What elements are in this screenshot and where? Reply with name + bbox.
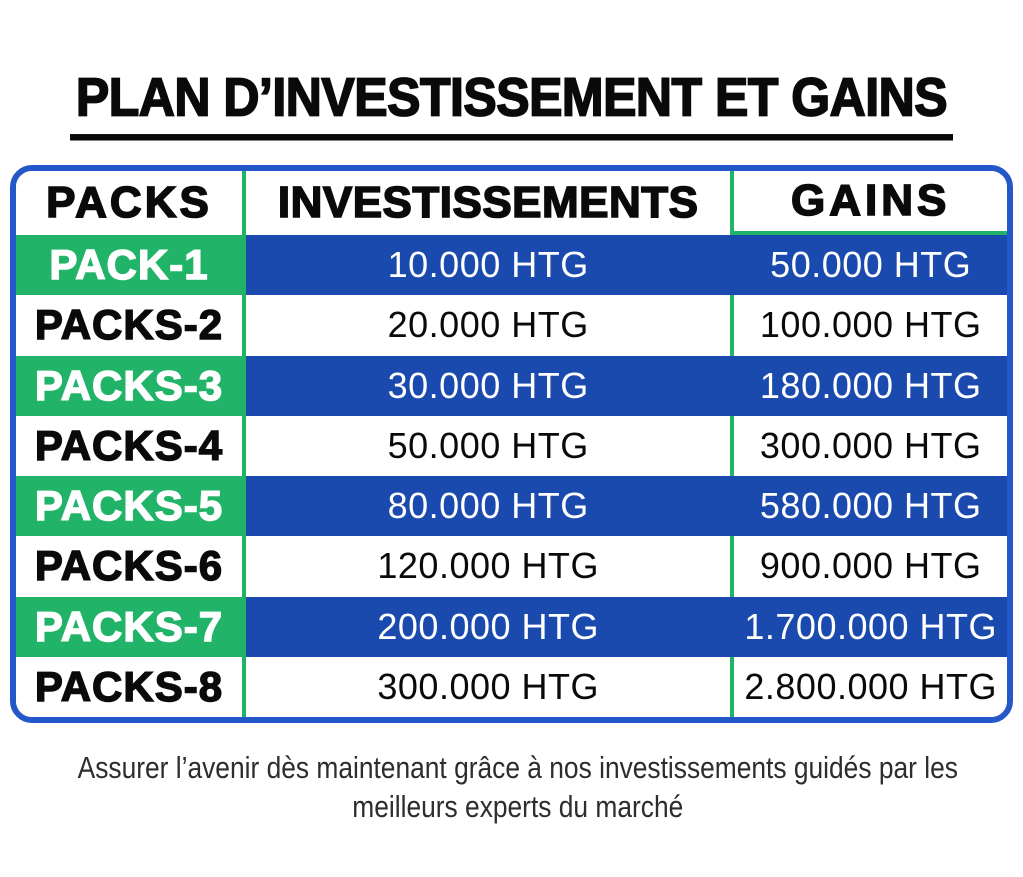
header-packs: PACKS (16, 171, 246, 235)
investment-cell: 30.000 HTG (245, 355, 735, 416)
gain-cell: 300.000 HTG (734, 415, 1007, 476)
investment-cell: 300.000 HTG (245, 656, 735, 717)
pack-name-cell: PACKS-6 (16, 536, 246, 597)
table-row: PACKS-8 300.000 HTG 2.800.000 HTG (16, 656, 1007, 717)
gain-cell: 50.000 HTG (734, 235, 1007, 296)
investment-table: PACKS INVESTISSEMENTS GAINS PACK-1 10.00… (10, 165, 1013, 723)
investment-cell: 20.000 HTG (245, 295, 735, 356)
table-row: PACKS-5 80.000 HTG 580.000 HTG (16, 476, 1007, 537)
table-row: PACKS-6 120.000 HTG 900.000 HTG (16, 536, 1007, 597)
investment-cell: 10.000 HTG (245, 235, 735, 296)
header-gains: GAINS (734, 171, 1007, 235)
pack-name-cell: PACKS-7 (16, 596, 246, 657)
pack-name-cell: PACKS-2 (16, 295, 246, 356)
gain-cell: 900.000 HTG (734, 536, 1007, 597)
table-row: PACKS-2 20.000 HTG 100.000 HTG (16, 295, 1007, 356)
investment-cell: 50.000 HTG (245, 415, 735, 476)
table-row: PACK-1 10.000 HTG 50.000 HTG (16, 235, 1007, 296)
table-row: PACKS-4 50.000 HTG 300.000 HTG (16, 415, 1007, 476)
footer-line-2: meilleurs experts du marché (352, 789, 684, 824)
pack-name-cell: PACKS-4 (16, 415, 246, 476)
footer-text: Assurer l’avenir dès maintenant grâce à … (0, 748, 1023, 826)
gain-cell: 580.000 HTG (734, 476, 1007, 537)
header-investissements: INVESTISSEMENTS (245, 171, 735, 235)
gain-cell: 1.700.000 HTG (734, 596, 1007, 657)
investment-cell: 120.000 HTG (245, 536, 735, 597)
pack-name-cell: PACKS-8 (16, 656, 246, 717)
footer-line-1: Assurer l’avenir dès maintenant grâce à … (77, 750, 958, 785)
pack-name-cell: PACKS-5 (16, 476, 246, 537)
gain-cell: 2.800.000 HTG (734, 656, 1007, 717)
table-row: PACKS-3 30.000 HTG 180.000 HTG (16, 355, 1007, 416)
investment-cell: 200.000 HTG (245, 596, 735, 657)
table-row: PACKS-7 200.000 HTG 1.700.000 HTG (16, 596, 1007, 657)
pack-name-cell: PACKS-3 (16, 355, 246, 416)
page-title: PLAN D’INVESTISSEMENT ET GAINS (69, 66, 954, 141)
page-title-container: PLAN D’INVESTISSEMENT ET GAINS (0, 66, 1023, 141)
pack-name-cell: PACK-1 (16, 235, 246, 296)
table-header-row: PACKS INVESTISSEMENTS GAINS (16, 171, 1007, 235)
investment-cell: 80.000 HTG (245, 476, 735, 537)
gain-cell: 180.000 HTG (734, 355, 1007, 416)
gain-cell: 100.000 HTG (734, 295, 1007, 356)
